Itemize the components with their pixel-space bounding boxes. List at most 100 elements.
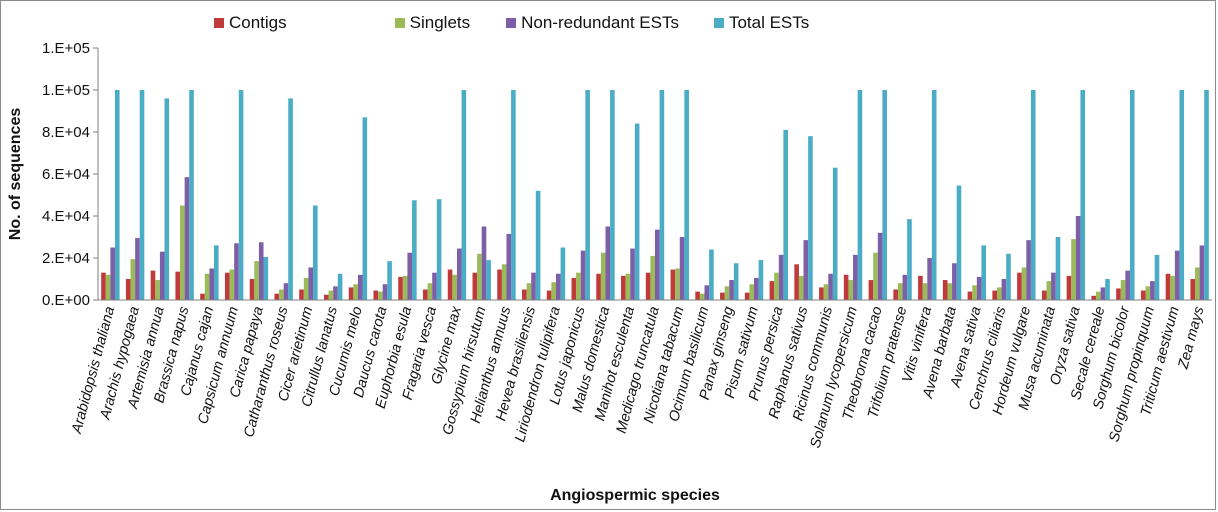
bar-singlets-avena-sativa	[972, 285, 977, 300]
legend-swatch-contigs	[214, 18, 224, 28]
bar-total-ests-nicotiana-tabacum	[684, 90, 689, 300]
bar-non-redundant-ests-citrullus-lanatus	[333, 286, 338, 300]
bar-non-redundant-ests-lotus-japonicus	[580, 250, 586, 300]
bar-contigs-oryza-sativa	[1066, 275, 1072, 300]
bar-non-redundant-ests-pisum-sativum	[754, 277, 759, 300]
bar-contigs-nicotiana-tabacum	[670, 269, 676, 300]
bar-contigs-panax-ginseng	[720, 292, 725, 300]
bar-total-ests-triticum-aestivum	[1179, 90, 1185, 300]
bar-singlets-citrullus-lanatus	[328, 290, 334, 300]
bar-singlets-oryza-sativa	[1071, 239, 1076, 300]
bar-total-ests-artemisia-annua	[164, 98, 170, 301]
legend: Contigs Singlets Non-redundant ESTs Tota…	[214, 13, 809, 33]
y-tick-label: 0.E+00	[42, 292, 90, 309]
bar-contigs-theobroma-cacao	[868, 280, 874, 300]
bar-total-ests-citrullus-lanatus	[337, 273, 343, 300]
bar-non-redundant-ests-triticum-aestivum	[1174, 250, 1180, 300]
bar-contigs-prunus-persica	[769, 281, 775, 300]
bar-singlets-vitis-vinifera	[922, 283, 928, 300]
y-tick-label: 1.E+05	[42, 40, 90, 57]
bar-singlets-cenchrus-ciliaris	[996, 287, 1002, 300]
bar-singlets-arabidopsis-thaliana	[105, 274, 111, 300]
legend-swatch-total-ests	[713, 18, 724, 28]
bar-singlets-avena-barbata	[947, 283, 953, 300]
bar-singlets-medicago-truncatula	[650, 255, 655, 300]
bar-total-ests-cajanus-cajan	[214, 245, 219, 300]
bar-non-redundant-ests-prunus-persica	[778, 254, 784, 300]
bar-contigs-zea-mays	[1190, 279, 1196, 300]
bar-contigs-capsicum-annuum	[224, 272, 230, 300]
bar-total-ests-musa-acuminata	[1055, 237, 1061, 300]
bar-total-ests-arabidopsis-thaliana	[114, 90, 120, 300]
bar-singlets-fragaria-vesca	[427, 283, 433, 300]
bar-non-redundant-ests-catharanthus-roseus	[283, 283, 289, 300]
bar-total-ests-liriodendron-tulipifera	[560, 247, 566, 300]
bar-non-redundant-ests-musa-acuminata	[1051, 272, 1056, 300]
bar-singlets-catharanthus-roseus	[279, 289, 284, 300]
bar-contigs-arabidopsis-thaliana	[101, 272, 106, 300]
bar-contigs-pisum-sativum	[744, 292, 750, 300]
bar-singlets-zea-mays	[1195, 267, 1200, 300]
bar-non-redundant-ests-secale-cereale	[1100, 287, 1106, 300]
bar-singlets-hordeum-vulgare	[1021, 267, 1027, 300]
bar-total-ests-cenchrus-ciliaris	[1006, 253, 1011, 300]
bar-non-redundant-ests-trifolium-pratense	[902, 274, 908, 300]
bar-contigs-daucus-carota	[373, 290, 379, 300]
bar-contigs-cicer-arietinum	[299, 289, 304, 300]
bar-non-redundant-ests-manihot-esculenta	[630, 248, 635, 300]
legend-item-non-redundant-ests: Non-redundant ESTs	[506, 13, 679, 33]
bar-singlets-sorghum-propinquum	[1145, 286, 1151, 300]
bar-total-ests-malus-domestica	[610, 90, 615, 300]
bar-singlets-prunus-persica	[774, 272, 779, 300]
bar-contigs-artemisia-annua	[150, 270, 156, 300]
bar-non-redundant-ests-theobroma-cacao	[877, 232, 883, 300]
bar-non-redundant-ests-euphorbia-esula	[407, 252, 413, 300]
bar-total-ests-gossypium-hirsutum	[486, 260, 491, 300]
bar-non-redundant-ests-cicer-arietinum	[308, 267, 314, 300]
bar-non-redundant-ests-panax-ginseng	[729, 280, 734, 300]
bar-non-redundant-ests-raphanus-sativus	[803, 240, 809, 300]
bar-singlets-liriodendron-tulipifera	[551, 282, 556, 300]
legend-label-singlets: Singlets	[409, 13, 471, 32]
bar-contigs-sorghum-propinquum	[1140, 290, 1146, 300]
bar-total-ests-hordeum-vulgare	[1030, 90, 1036, 300]
bar-singlets-cucumis-melo	[353, 284, 358, 300]
bar-singlets-trifolium-pratense	[897, 283, 903, 300]
bar-non-redundant-ests-helianthus-annuus	[506, 233, 512, 300]
legend-swatch-singlets	[394, 18, 405, 28]
bar-non-redundant-ests-cajanus-cajan	[209, 268, 214, 300]
bar-contigs-lotus-japonicus	[571, 277, 577, 300]
x-axis-title: Angiospermic species	[550, 487, 720, 504]
bar-singlets-artemisia-annua	[155, 280, 160, 300]
bar-contigs-catharanthus-roseus	[274, 293, 280, 300]
bar-singlets-glycine-max	[452, 274, 457, 300]
bar-total-ests-manihot-esculenta	[634, 123, 640, 300]
bar-total-ests-cicer-arietinum	[313, 205, 318, 300]
bar-contigs-euphorbia-esula	[398, 276, 403, 300]
bar-total-ests-sorghum-propinquum	[1154, 254, 1160, 300]
bar-total-ests-euphorbia-esula	[412, 200, 417, 300]
bar-contigs-raphanus-sativus	[794, 264, 799, 300]
bar-total-ests-catharanthus-roseus	[288, 98, 293, 301]
bar-total-ests-daucus-carota	[387, 261, 392, 300]
bar-singlets-panax-ginseng	[724, 286, 730, 300]
bar-non-redundant-ests-zea-mays	[1199, 245, 1205, 300]
bar-non-redundant-ests-capsicum-annuum	[234, 243, 239, 300]
bar-singlets-ricinus-communis	[823, 284, 829, 300]
bar-non-redundant-ests-ocimum-basilicum	[704, 285, 710, 300]
bar-non-redundant-ests-arabidopsis-thaliana	[110, 247, 115, 300]
bar-non-redundant-ests-sorghum-bicolor	[1125, 270, 1130, 300]
bar-total-ests-raphanus-sativus	[808, 136, 813, 300]
bar-total-ests-medicago-truncatula	[659, 90, 665, 300]
bar-singlets-ocimum-basilicum	[699, 293, 705, 300]
bar-non-redundant-ests-gossypium-hirsutum	[481, 226, 487, 300]
bar-non-redundant-ests-ricinus-communis	[828, 273, 833, 300]
bar-contigs-cenchrus-ciliaris	[992, 290, 997, 300]
bar-singlets-triticum-aestivum	[1170, 275, 1175, 300]
bar-total-ests-capsicum-annuum	[238, 90, 244, 300]
bar-singlets-lotus-japonicus	[576, 272, 581, 300]
bar-contigs-manihot-esculenta	[621, 275, 626, 300]
